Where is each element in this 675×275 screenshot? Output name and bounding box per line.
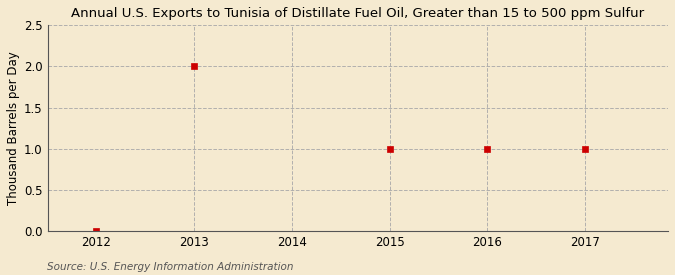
Y-axis label: Thousand Barrels per Day: Thousand Barrels per Day xyxy=(7,51,20,205)
Text: Source: U.S. Energy Information Administration: Source: U.S. Energy Information Administ… xyxy=(47,262,294,272)
Title: Annual U.S. Exports to Tunisia of Distillate Fuel Oil, Greater than 15 to 500 pp: Annual U.S. Exports to Tunisia of Distil… xyxy=(72,7,645,20)
